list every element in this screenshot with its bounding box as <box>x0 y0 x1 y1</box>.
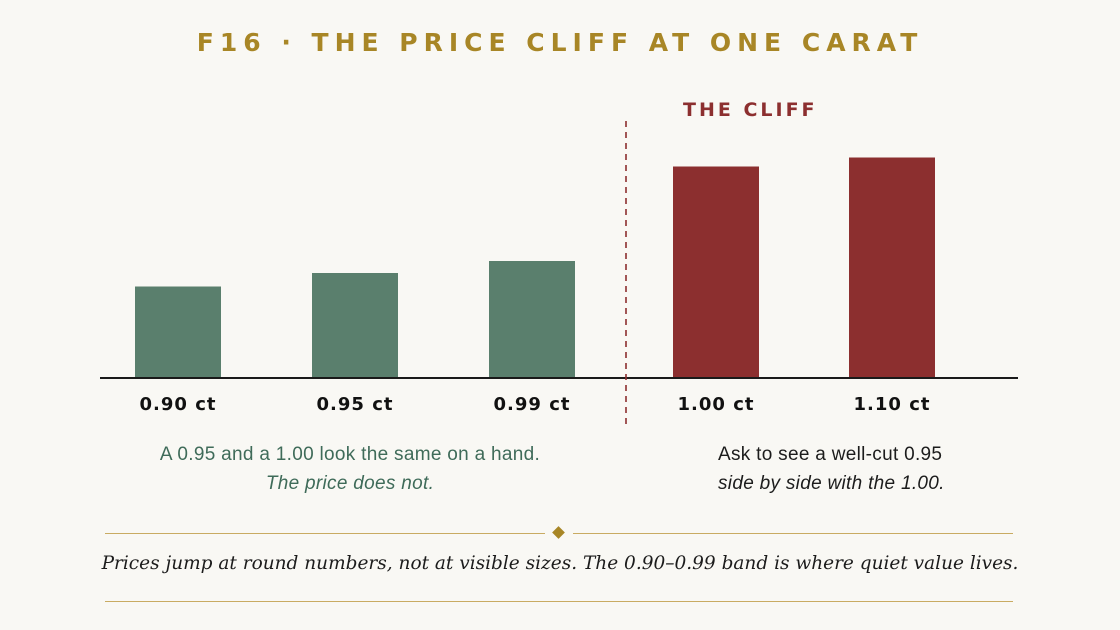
tick-label: 1.10 ct <box>854 394 931 415</box>
bar-0-95-ct <box>312 273 398 378</box>
divider-left <box>105 533 545 534</box>
cliff-label: THE CLIFF <box>683 99 818 121</box>
note-right: Ask to see a well-cut 0.95 side by side … <box>718 440 1048 498</box>
tick-label: 0.90 ct <box>140 394 217 415</box>
tick-label: 0.95 ct <box>317 394 394 415</box>
bar-1-00-ct <box>673 166 759 378</box>
note-right-line1: Ask to see a well-cut 0.95 <box>718 444 943 465</box>
bar-0-90-ct <box>135 286 221 378</box>
footer-caption: Prices jump at round numbers, not at vis… <box>101 553 1019 574</box>
bar-0-99-ct <box>489 261 575 378</box>
bar-1-10-ct <box>849 157 935 378</box>
chart-title: F16 · THE PRICE CLIFF AT ONE CARAT <box>196 28 924 57</box>
divider-right <box>573 533 1013 534</box>
note-right-line2: side by side with the 1.00. <box>718 473 945 494</box>
note-left-line1: A 0.95 and a 1.00 look the same on a han… <box>159 444 541 465</box>
note-left-line2: The price does not. <box>265 473 435 494</box>
tick-label: 1.00 ct <box>678 394 755 415</box>
tick-label: 0.99 ct <box>494 394 571 415</box>
note-left: A 0.95 and a 1.00 look the same on a han… <box>90 440 610 498</box>
divider-bottom <box>105 601 1013 602</box>
